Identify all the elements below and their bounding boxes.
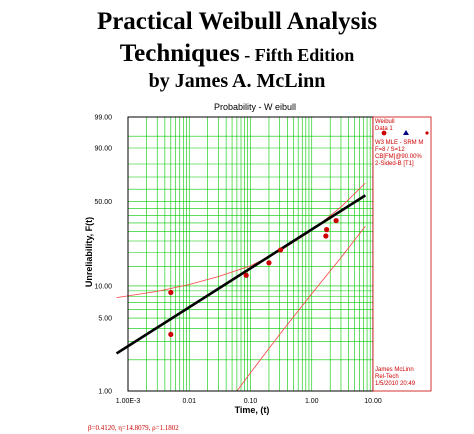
x-axis-label: Time, (t) xyxy=(235,405,270,415)
book-title: Practical Weibull Analysis xyxy=(96,8,378,35)
data-point xyxy=(277,247,284,253)
legend-line: 2-Sided-B [T1] xyxy=(375,161,414,167)
fit-line-layer xyxy=(115,194,367,355)
x-tick-label: 0.10 xyxy=(244,398,258,405)
data-point xyxy=(168,331,174,338)
y-tick-label: 5.00 xyxy=(98,316,112,323)
legend-marker-point xyxy=(381,130,387,136)
data-point xyxy=(266,260,272,266)
data-point xyxy=(323,233,329,239)
data-point xyxy=(324,227,330,233)
legend-line: F=8 / S=12 xyxy=(375,147,405,153)
stamp-line: 1/5/2010 20:49 xyxy=(375,381,416,387)
y-axis-label: Unreliability, F(t) xyxy=(84,217,94,287)
legend-line: Weibull xyxy=(375,119,395,125)
legend-line: CB[FM]@90.00% xyxy=(375,154,422,160)
confidence-bounds-layer xyxy=(116,182,366,392)
chart-title: Probability - W eibull xyxy=(214,102,296,112)
weibull-fit-line xyxy=(115,194,367,355)
x-tick-label: 10.00 xyxy=(364,398,382,405)
y-tick-label: 90.00 xyxy=(94,145,112,152)
tick-labels-layer: 1.00E-3 0.01 0.10 1.00 10.00 1.00 5.00 10.00 50.… xyxy=(94,115,381,406)
legend-line: Data 1 xyxy=(375,126,393,132)
y-tick-label: 10.00 xyxy=(94,283,112,290)
lower-confidence-bound xyxy=(236,225,366,392)
x-tick-label: 1.00E-3 xyxy=(116,398,141,405)
book-title-techniques: Techniques xyxy=(119,40,240,67)
legend-line: W3 MLE - SRM M xyxy=(375,140,423,146)
data-point xyxy=(333,217,339,224)
stamp-line: James McLinn xyxy=(375,367,414,373)
book-title-line2: Techniques - Fifth Edition xyxy=(0,40,474,68)
grid-layer xyxy=(127,116,373,392)
book-edition: - Fifth Edition xyxy=(239,45,355,65)
x-tick-label: 0.01 xyxy=(182,398,196,405)
upper-confidence-bound xyxy=(116,182,366,298)
legend-marker-dot xyxy=(425,131,429,135)
legend-marker-triangle-icon xyxy=(403,130,409,135)
x-tick-label: 1.00 xyxy=(305,398,319,405)
stamp-line: Rel-Tech xyxy=(375,374,399,380)
legend-box xyxy=(372,116,432,392)
parameter-footer: β=0.4120, η=14.8079, ρ=1.1802 xyxy=(88,424,179,432)
book-author: by James A. McLinn xyxy=(148,70,326,92)
y-tick-label: 99.00 xyxy=(94,115,112,122)
y-tick-label: 1.00 xyxy=(98,389,112,396)
data-point xyxy=(168,289,174,296)
data-point xyxy=(243,272,249,278)
y-tick-label: 50.00 xyxy=(94,199,112,206)
data-points-layer xyxy=(168,217,339,338)
